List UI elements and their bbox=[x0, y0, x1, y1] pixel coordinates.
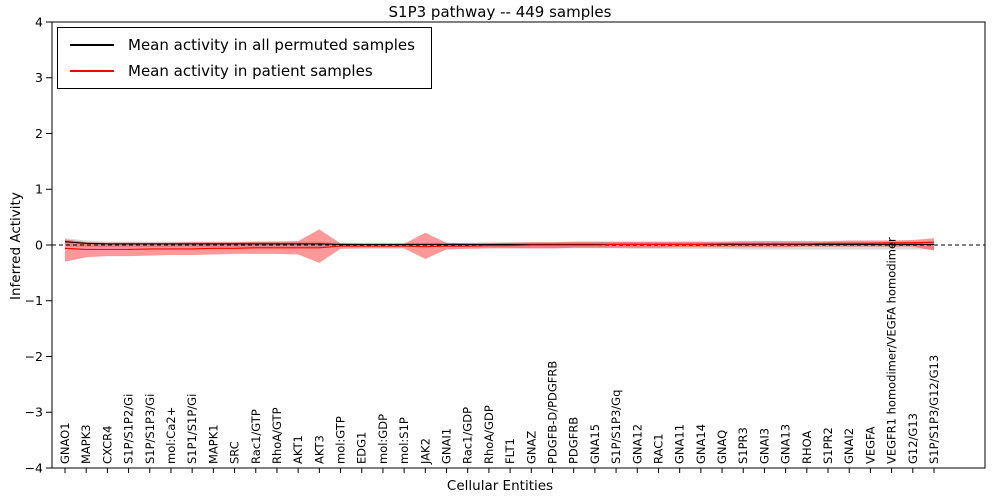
x-tick-label: MAPK1 bbox=[206, 424, 220, 464]
x-tick-label: GNA11 bbox=[673, 424, 687, 464]
x-tick-label: PDGFRB bbox=[567, 417, 581, 464]
x-tick-label: S1P1/S1P/Gi bbox=[185, 394, 199, 464]
x-tick-label: GNAI3 bbox=[757, 428, 771, 464]
x-tick-label: AKT1 bbox=[291, 435, 305, 464]
chart-title: S1P3 pathway -- 449 samples bbox=[388, 3, 612, 21]
x-tick-label: EDG1 bbox=[355, 432, 369, 464]
band-series-0 bbox=[65, 238, 934, 250]
y-tick-label: −2 bbox=[25, 349, 43, 364]
series-line-0 bbox=[64, 241, 934, 245]
x-tick-label: Rac1/GTP bbox=[249, 409, 263, 464]
x-tick-label: S1P/S1P3/Gi bbox=[143, 394, 157, 464]
x-tick-label: mol:GTP bbox=[334, 416, 348, 464]
x-tick-label: mol:Ca2+ bbox=[164, 407, 178, 464]
x-tick-label: mol:GDP bbox=[376, 414, 390, 464]
x-tick-label: S1P/S1P3/Gq bbox=[609, 390, 623, 464]
legend: Mean activity in all permuted samples Me… bbox=[57, 27, 432, 89]
x-tick-label: RAC1 bbox=[651, 433, 665, 464]
x-tick-label: GNAI2 bbox=[842, 428, 856, 464]
x-tick-label: GNAZ bbox=[524, 431, 538, 464]
x-tick-label: GNAI1 bbox=[440, 428, 454, 464]
legend-line-permuted-icon bbox=[70, 44, 114, 46]
x-tick-label: PDGFB-D/PDGFRB bbox=[545, 361, 559, 464]
legend-item-permuted: Mean activity in all permuted samples bbox=[70, 36, 415, 54]
x-tick-label: GNAQ bbox=[715, 430, 729, 464]
y-tick-label: 4 bbox=[35, 14, 43, 29]
x-tick-label: S1PR2 bbox=[821, 427, 835, 464]
x-tick-label: RhoA/GTP bbox=[270, 407, 284, 464]
y-axis-label: Inferred Activity bbox=[8, 192, 24, 300]
legend-line-patient-icon bbox=[70, 70, 114, 72]
y-tick-label: 0 bbox=[35, 237, 43, 252]
y-tick-label: −3 bbox=[25, 405, 43, 420]
y-tick-label: −1 bbox=[25, 293, 43, 308]
x-tick-label: Rac1/GDP bbox=[461, 407, 475, 464]
x-axis-label: Cellular Entities bbox=[446, 478, 554, 494]
x-tick-label: GNA15 bbox=[588, 424, 602, 464]
x-tick-label: GNAO1 bbox=[58, 422, 72, 464]
x-tick-label: VEGFR1 homodimer/VEGFA homodimer bbox=[885, 237, 899, 464]
y-tick-label: 1 bbox=[35, 182, 43, 197]
x-tick-label: mol:S1P bbox=[397, 417, 411, 464]
y-tick-label: −4 bbox=[25, 460, 43, 475]
x-tick-label: RhoA/GDP bbox=[482, 405, 496, 464]
legend-label-patient: Mean activity in patient samples bbox=[128, 62, 373, 80]
y-tick-label: 3 bbox=[35, 70, 43, 85]
y-tick-label: 2 bbox=[35, 126, 43, 141]
x-tick-label: GNA14 bbox=[694, 424, 708, 464]
x-tick-label: S1PR3 bbox=[736, 427, 750, 464]
x-tick-label: GNA13 bbox=[779, 424, 793, 464]
band-series-1 bbox=[65, 229, 934, 263]
series-line-1 bbox=[64, 241, 935, 251]
x-tick-label: S1P/S1P3/G12/G13 bbox=[927, 355, 941, 464]
x-tick-label: G12/G13 bbox=[906, 413, 920, 464]
x-tick-label: VEGFA bbox=[863, 426, 877, 464]
legend-label-permuted: Mean activity in all permuted samples bbox=[128, 36, 415, 54]
x-tick-label: JAK2 bbox=[418, 438, 432, 465]
x-tick-label: S1P/S1P2/Gi bbox=[122, 394, 136, 464]
x-tick-label: GNA12 bbox=[630, 424, 644, 464]
x-tick-label: CXCR4 bbox=[100, 426, 114, 464]
x-tick-label: SRC bbox=[228, 441, 242, 464]
x-tick-label: AKT3 bbox=[312, 435, 326, 464]
x-tick-label: FLT1 bbox=[503, 438, 517, 464]
x-tick-label: MAPK3 bbox=[79, 424, 93, 464]
x-tick-label: RHOA bbox=[800, 431, 814, 464]
legend-item-patient: Mean activity in patient samples bbox=[70, 62, 415, 80]
